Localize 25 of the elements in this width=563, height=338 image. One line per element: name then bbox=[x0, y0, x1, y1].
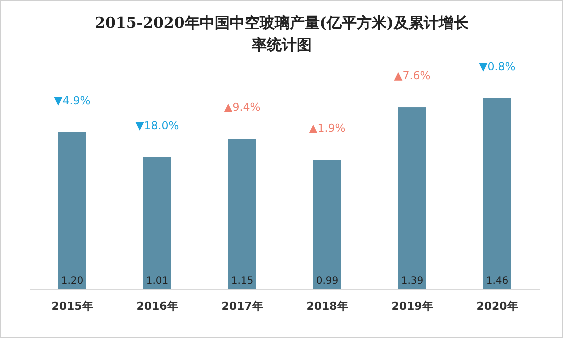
data-label: 1.20 bbox=[61, 276, 84, 287]
x-tick-label: 2018年 bbox=[306, 300, 348, 313]
bar bbox=[228, 139, 256, 290]
data-label: 1.15 bbox=[231, 276, 254, 287]
bar bbox=[144, 157, 172, 290]
annotation: ▼18.0% bbox=[136, 119, 180, 132]
x-tick-label: 2017年 bbox=[222, 300, 264, 313]
bar bbox=[484, 98, 512, 290]
annotation: ▲1.9% bbox=[309, 122, 346, 136]
annotation: ▲9.4% bbox=[224, 101, 261, 114]
data-label: 0.99 bbox=[316, 276, 339, 287]
x-tick-label: 2020年 bbox=[476, 300, 518, 313]
bar bbox=[398, 108, 426, 290]
annotation: ▼0.8% bbox=[479, 60, 516, 74]
data-label: 1.46 bbox=[486, 276, 509, 287]
x-tick-label: 2019年 bbox=[392, 300, 434, 313]
data-label: 1.01 bbox=[146, 276, 169, 287]
x-tick-label: 2015年 bbox=[52, 300, 94, 313]
annotation: ▲7.6% bbox=[394, 70, 431, 83]
bar bbox=[58, 132, 86, 290]
x-tick-label: 2016年 bbox=[136, 300, 178, 313]
data-label: 1.39 bbox=[401, 276, 424, 287]
bar bbox=[314, 160, 342, 290]
chart-title: 2015-2020年中国中空玻璃产量(亿平方米)及累计增长率统计图 bbox=[95, 14, 470, 54]
annotation: ▼4.9% bbox=[54, 94, 91, 108]
